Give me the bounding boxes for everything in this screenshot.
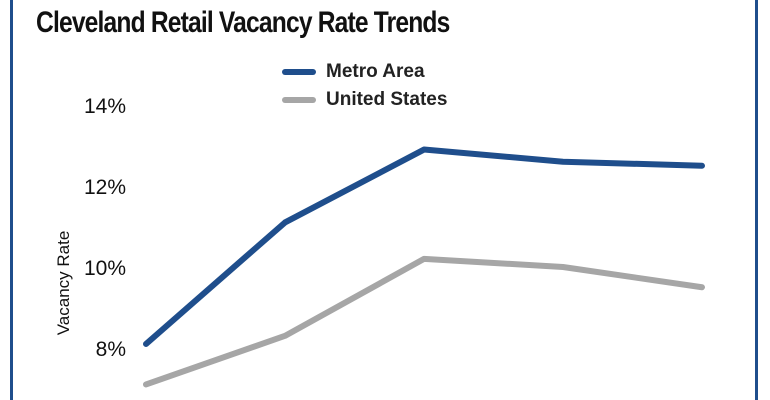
y-tick-label: 8%: [96, 338, 126, 361]
legend-label-metro-area: Metro Area: [326, 61, 425, 82]
legend-item-united-states: United States: [282, 87, 447, 113]
chart-frame: [10, 0, 758, 400]
legend-label-united-states: United States: [326, 89, 448, 110]
legend-item-metro-area: Metro Area: [282, 59, 425, 85]
series-layer: [143, 146, 705, 388]
y-tick-label: 14%: [84, 95, 126, 118]
y-tick-label: 10%: [84, 257, 126, 280]
series-line-united-states: [143, 255, 705, 388]
legend-swatch-united-states: [282, 97, 316, 103]
y-tick-label: 12%: [84, 176, 126, 199]
series-line-metro-area: [143, 146, 705, 347]
y-axis: 8% 10% 12% 14%: [84, 95, 126, 361]
y-axis-label: Vacancy Rate: [54, 231, 73, 336]
legend-swatch-metro-area: [282, 69, 316, 75]
chart-title: Cleveland Retail Vacancy Rate Trends: [36, 6, 450, 39]
